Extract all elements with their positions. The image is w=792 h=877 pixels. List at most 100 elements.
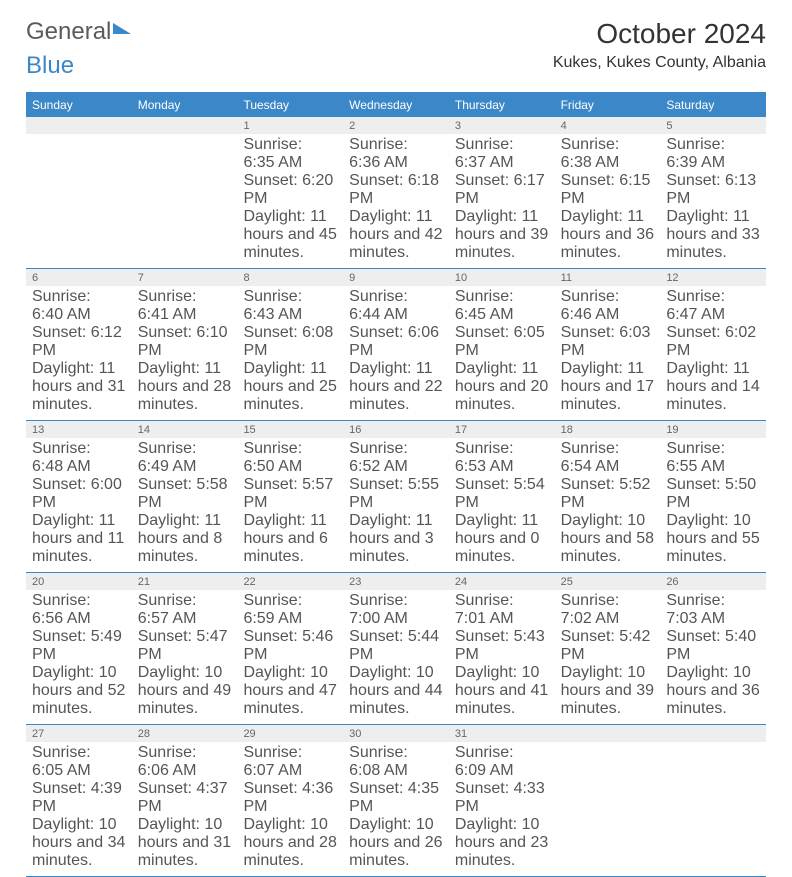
day-number: 12 <box>660 269 766 286</box>
sunrise-text: Sunrise: 6:41 AM <box>138 288 232 324</box>
sunrise-text: Sunrise: 6:57 AM <box>138 592 232 628</box>
day-number: 7 <box>132 269 238 286</box>
month-title: October 2024 <box>553 18 766 50</box>
sunrise-text: Sunrise: 6:44 AM <box>349 288 443 324</box>
info-row: Sunrise: 6:48 AMSunset: 6:00 PMDaylight:… <box>26 438 766 572</box>
day-info: Sunrise: 6:43 AMSunset: 6:08 PMDaylight:… <box>237 286 343 420</box>
sunrise-text: Sunrise: 6:55 AM <box>666 440 760 476</box>
sunset-text: Sunset: 4:35 PM <box>349 780 443 816</box>
day-number: 10 <box>449 269 555 286</box>
weekday-mon: Monday <box>132 93 238 117</box>
day-number: 11 <box>555 269 661 286</box>
daylight-text: Daylight: 11 hours and 42 minutes. <box>349 208 443 262</box>
sunset-text: Sunset: 6:06 PM <box>349 324 443 360</box>
daylight-text: Daylight: 10 hours and 58 minutes. <box>561 512 655 566</box>
day-info: Sunrise: 6:47 AMSunset: 6:02 PMDaylight:… <box>660 286 766 420</box>
day-info: Sunrise: 6:50 AMSunset: 5:57 PMDaylight:… <box>237 438 343 572</box>
sunset-text: Sunset: 6:10 PM <box>138 324 232 360</box>
day-number: 19 <box>660 421 766 438</box>
sunset-text: Sunset: 6:00 PM <box>32 476 126 512</box>
day-info: Sunrise: 7:01 AMSunset: 5:43 PMDaylight:… <box>449 590 555 724</box>
day-info: Sunrise: 6:57 AMSunset: 5:47 PMDaylight:… <box>132 590 238 724</box>
day-number: 6 <box>26 269 132 286</box>
weekday-wed: Wednesday <box>343 93 449 117</box>
daylight-text: Daylight: 10 hours and 34 minutes. <box>32 816 126 870</box>
sunrise-text: Sunrise: 6:49 AM <box>138 440 232 476</box>
sunrise-text: Sunrise: 7:02 AM <box>561 592 655 628</box>
info-row: Sunrise: 6:35 AMSunset: 6:20 PMDaylight:… <box>26 134 766 268</box>
day-number: 16 <box>343 421 449 438</box>
day-number <box>132 117 238 134</box>
sunrise-text: Sunrise: 6:35 AM <box>243 136 337 172</box>
daylight-text: Daylight: 10 hours and 36 minutes. <box>666 664 760 718</box>
logo: General <box>26 18 131 46</box>
daylight-text: Daylight: 11 hours and 45 minutes. <box>243 208 337 262</box>
daylight-text: Daylight: 11 hours and 28 minutes. <box>138 360 232 414</box>
day-info: Sunrise: 6:06 AMSunset: 4:37 PMDaylight:… <box>132 742 238 876</box>
day-number: 1 <box>237 117 343 134</box>
daylight-text: Daylight: 11 hours and 0 minutes. <box>455 512 549 566</box>
sunset-text: Sunset: 4:37 PM <box>138 780 232 816</box>
daylight-text: Daylight: 10 hours and 47 minutes. <box>243 664 337 718</box>
info-row: Sunrise: 6:40 AMSunset: 6:12 PMDaylight:… <box>26 286 766 420</box>
day-info: Sunrise: 6:59 AMSunset: 5:46 PMDaylight:… <box>237 590 343 724</box>
day-info: Sunrise: 6:44 AMSunset: 6:06 PMDaylight:… <box>343 286 449 420</box>
sunset-text: Sunset: 6:18 PM <box>349 172 443 208</box>
sunset-text: Sunset: 6:08 PM <box>243 324 337 360</box>
day-info: Sunrise: 6:35 AMSunset: 6:20 PMDaylight:… <box>237 134 343 268</box>
day-info: Sunrise: 6:53 AMSunset: 5:54 PMDaylight:… <box>449 438 555 572</box>
logo-triangle-icon <box>113 23 131 34</box>
sunrise-text: Sunrise: 6:46 AM <box>561 288 655 324</box>
day-info <box>26 134 132 268</box>
day-number <box>555 725 661 742</box>
sunset-text: Sunset: 5:44 PM <box>349 628 443 664</box>
day-info <box>660 742 766 876</box>
weekday-sun: Sunday <box>26 93 132 117</box>
sunset-text: Sunset: 5:54 PM <box>455 476 549 512</box>
day-info <box>555 742 661 876</box>
weekday-fri: Friday <box>555 93 661 117</box>
sunrise-text: Sunrise: 6:07 AM <box>243 744 337 780</box>
day-number: 27 <box>26 725 132 742</box>
sunset-text: Sunset: 4:39 PM <box>32 780 126 816</box>
day-number: 24 <box>449 573 555 590</box>
day-info: Sunrise: 6:49 AMSunset: 5:58 PMDaylight:… <box>132 438 238 572</box>
sunrise-text: Sunrise: 7:00 AM <box>349 592 443 628</box>
sunrise-text: Sunrise: 6:05 AM <box>32 744 126 780</box>
sunrise-text: Sunrise: 6:08 AM <box>349 744 443 780</box>
sunrise-text: Sunrise: 7:01 AM <box>455 592 549 628</box>
title-block: October 2024 Kukes, Kukes County, Albani… <box>553 18 766 76</box>
sunset-text: Sunset: 5:47 PM <box>138 628 232 664</box>
sunset-text: Sunset: 6:20 PM <box>243 172 337 208</box>
daylight-text: Daylight: 11 hours and 3 minutes. <box>349 512 443 566</box>
sunset-text: Sunset: 6:05 PM <box>455 324 549 360</box>
sunrise-text: Sunrise: 6:47 AM <box>666 288 760 324</box>
day-number: 18 <box>555 421 661 438</box>
week-row: 2728293031Sunrise: 6:05 AMSunset: 4:39 P… <box>26 725 766 877</box>
daynum-row: 20212223242526 <box>26 573 766 590</box>
sunset-text: Sunset: 6:12 PM <box>32 324 126 360</box>
day-info: Sunrise: 6:07 AMSunset: 4:36 PMDaylight:… <box>237 742 343 876</box>
sunset-text: Sunset: 5:58 PM <box>138 476 232 512</box>
daylight-text: Daylight: 11 hours and 20 minutes. <box>455 360 549 414</box>
weekday-thu: Thursday <box>449 93 555 117</box>
daylight-text: Daylight: 10 hours and 31 minutes. <box>138 816 232 870</box>
day-number: 22 <box>237 573 343 590</box>
day-info <box>132 134 238 268</box>
sunset-text: Sunset: 5:55 PM <box>349 476 443 512</box>
day-info: Sunrise: 6:41 AMSunset: 6:10 PMDaylight:… <box>132 286 238 420</box>
sunset-text: Sunset: 6:17 PM <box>455 172 549 208</box>
location-label: Kukes, Kukes County, Albania <box>553 54 766 72</box>
day-number: 2 <box>343 117 449 134</box>
daylight-text: Daylight: 11 hours and 33 minutes. <box>666 208 760 262</box>
daylight-text: Daylight: 11 hours and 6 minutes. <box>243 512 337 566</box>
daylight-text: Daylight: 10 hours and 26 minutes. <box>349 816 443 870</box>
day-number: 8 <box>237 269 343 286</box>
day-info: Sunrise: 7:03 AMSunset: 5:40 PMDaylight:… <box>660 590 766 724</box>
sunrise-text: Sunrise: 6:56 AM <box>32 592 126 628</box>
sunrise-text: Sunrise: 6:54 AM <box>561 440 655 476</box>
daylight-text: Daylight: 11 hours and 8 minutes. <box>138 512 232 566</box>
sunset-text: Sunset: 6:03 PM <box>561 324 655 360</box>
daylight-text: Daylight: 10 hours and 23 minutes. <box>455 816 549 870</box>
day-info: Sunrise: 7:02 AMSunset: 5:42 PMDaylight:… <box>555 590 661 724</box>
